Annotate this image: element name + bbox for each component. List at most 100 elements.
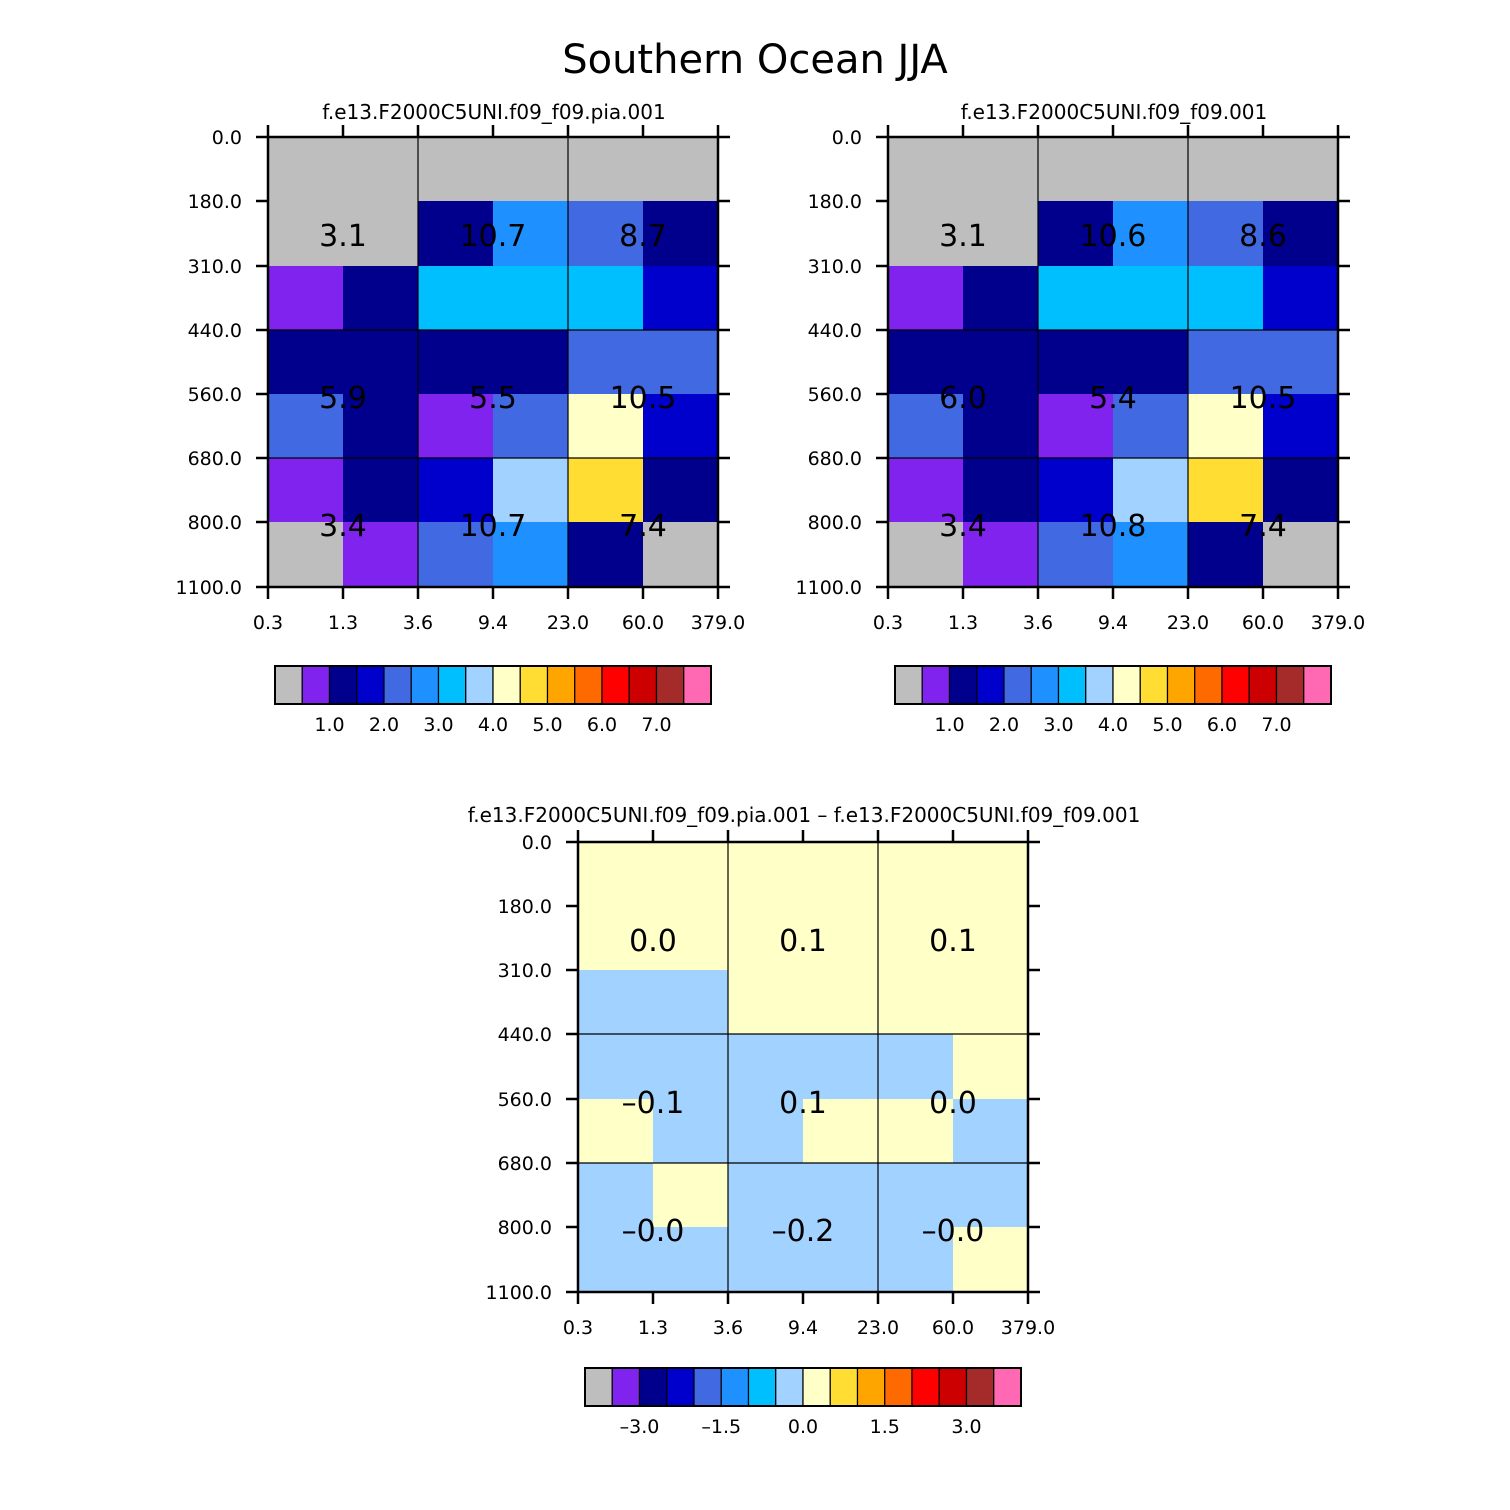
block-value-label: –0.0 <box>922 1214 985 1249</box>
y-tick-label: 0.0 <box>522 832 552 854</box>
x-tick-label: 0.3 <box>873 612 903 634</box>
heatmap-cell <box>343 201 418 266</box>
heatmap-cell <box>963 137 1038 201</box>
heatmap-cell <box>1263 266 1338 330</box>
x-tick-label: 0.3 <box>563 1317 593 1339</box>
colorbar-tick-label: 7.0 <box>1261 714 1291 736</box>
y-tick-label: 0.0 <box>832 127 862 149</box>
panel-title: f.e13.F2000C5UNI.f09_f09.pia.001 <box>322 100 665 124</box>
heatmap-cell <box>268 266 343 330</box>
x-tick-label: 23.0 <box>857 1317 899 1339</box>
heatmap-cell <box>578 970 653 1034</box>
colorbar-swatch <box>584 1367 613 1407</box>
heatmap-cell <box>1188 201 1263 266</box>
heatmap-cell <box>493 330 568 394</box>
heatmap-cell <box>1113 137 1188 201</box>
heatmap-cell <box>803 1034 878 1099</box>
heatmap-cell <box>963 201 1038 266</box>
colorbar-swatch <box>1166 665 1196 705</box>
colorbar-tick-label: 7.0 <box>641 714 671 736</box>
heatmap-cell <box>878 906 953 970</box>
heatmap-cell <box>878 970 953 1034</box>
block-value-label: 6.0 <box>939 381 987 416</box>
heatmap-cell <box>1263 201 1338 266</box>
heatmap-cell <box>953 1163 1028 1227</box>
heatmap-cell <box>268 330 343 394</box>
heatmap-cell <box>568 266 643 330</box>
heatmap-cell <box>578 906 653 970</box>
block-value-label: 7.4 <box>1239 509 1287 544</box>
panel-f09-001: 3.1 10.6 8.6 6.0 5.4 10.5 3.4 10.8 7.4 0.0 180.0 31… <box>796 100 1366 736</box>
heatmap-cell <box>963 394 1038 458</box>
block-value-label: 5.5 <box>469 381 517 416</box>
colorbar-swatch <box>802 1367 831 1407</box>
heatmap-cell <box>1038 137 1113 201</box>
colorbar-swatch <box>829 1367 859 1407</box>
colorbar-tick-label: 4.0 <box>1098 714 1128 736</box>
heatmap-cell <box>578 1163 653 1227</box>
colorbar-swatch <box>1139 665 1169 705</box>
colorbar-swatch <box>492 665 521 705</box>
heatmap-cell <box>953 1227 1028 1292</box>
colorbar-tick-label: 3.0 <box>951 1416 981 1438</box>
heatmap-cell <box>578 1099 653 1163</box>
y-tick-label: 440.0 <box>498 1024 552 1046</box>
heatmap-cell <box>1038 266 1113 330</box>
colorbar-swatch <box>747 1367 777 1407</box>
x-tick-label: 3.6 <box>403 612 433 634</box>
colorbar-swatch <box>666 1367 695 1407</box>
colorbar-swatch <box>356 665 385 705</box>
heatmap-cell <box>653 1163 728 1227</box>
x-tick-label: 3.6 <box>1023 612 1053 634</box>
block-value-label: –0.0 <box>622 1214 685 1249</box>
heatmap-cell <box>1263 458 1338 522</box>
colorbar-swatch <box>465 665 494 705</box>
x-tick-label: 9.4 <box>1098 612 1128 634</box>
heatmap-cell <box>568 137 643 201</box>
heatmap-cell <box>953 1099 1028 1163</box>
heatmap-cell <box>343 266 418 330</box>
panel-pia-001: 3.1 10.7 8.7 5.9 5.5 10.5 3.4 10.7 7.4 0.0 180.0 31… <box>176 100 746 736</box>
colorbar-swatch <box>911 1367 940 1407</box>
colorbar-swatch <box>1275 665 1305 705</box>
heatmap-cell <box>878 1163 953 1227</box>
heatmap-cell <box>878 1099 953 1163</box>
y-tick-label: 680.0 <box>188 448 242 470</box>
block-value-label: 0.1 <box>779 1086 827 1121</box>
block-value-label: 10.7 <box>460 509 527 544</box>
y-tick-label: 1100.0 <box>176 577 242 599</box>
colorbar-tick-label: 3.0 <box>1043 714 1073 736</box>
heatmap-cell <box>1113 266 1188 330</box>
heatmap-cell <box>1263 394 1338 458</box>
heatmap-cell <box>653 1034 728 1099</box>
heatmap-cell <box>1263 522 1338 587</box>
heatmap-cell <box>1188 394 1263 458</box>
colorbar-swatch <box>437 665 467 705</box>
heatmap-cell <box>653 1227 728 1292</box>
colorbar-swatch <box>383 665 412 705</box>
colorbar-swatch <box>638 1367 668 1407</box>
colorbar-tick-label: 1.5 <box>870 1416 900 1438</box>
heatmap-cell <box>418 458 493 522</box>
heatmap-cell <box>343 458 418 522</box>
colorbar-tick-label: –1.5 <box>701 1416 741 1438</box>
heatmap-cell <box>1113 201 1188 266</box>
colorbar-tick-label: 2.0 <box>989 714 1019 736</box>
y-tick-label: 180.0 <box>498 896 552 918</box>
colorbar-frame <box>584 1367 1022 1407</box>
block-value-label: 5.4 <box>1089 381 1137 416</box>
colorbar-swatch <box>965 1367 995 1407</box>
heatmap-cell <box>268 394 343 458</box>
heatmap-cell <box>418 330 493 394</box>
y-tick-label: 680.0 <box>498 1153 552 1175</box>
colorbar-tick-label: 1.0 <box>314 714 344 736</box>
heatmap-cell <box>418 137 493 201</box>
heatmap-cell <box>953 970 1028 1034</box>
colorbar-swatch <box>410 665 440 705</box>
x-tick-label: 1.3 <box>328 612 358 634</box>
heatmap-cell <box>953 906 1028 970</box>
block-value-label: 10.5 <box>1230 381 1297 416</box>
heatmap-cell <box>1188 458 1263 522</box>
heatmap-cell <box>268 137 343 201</box>
